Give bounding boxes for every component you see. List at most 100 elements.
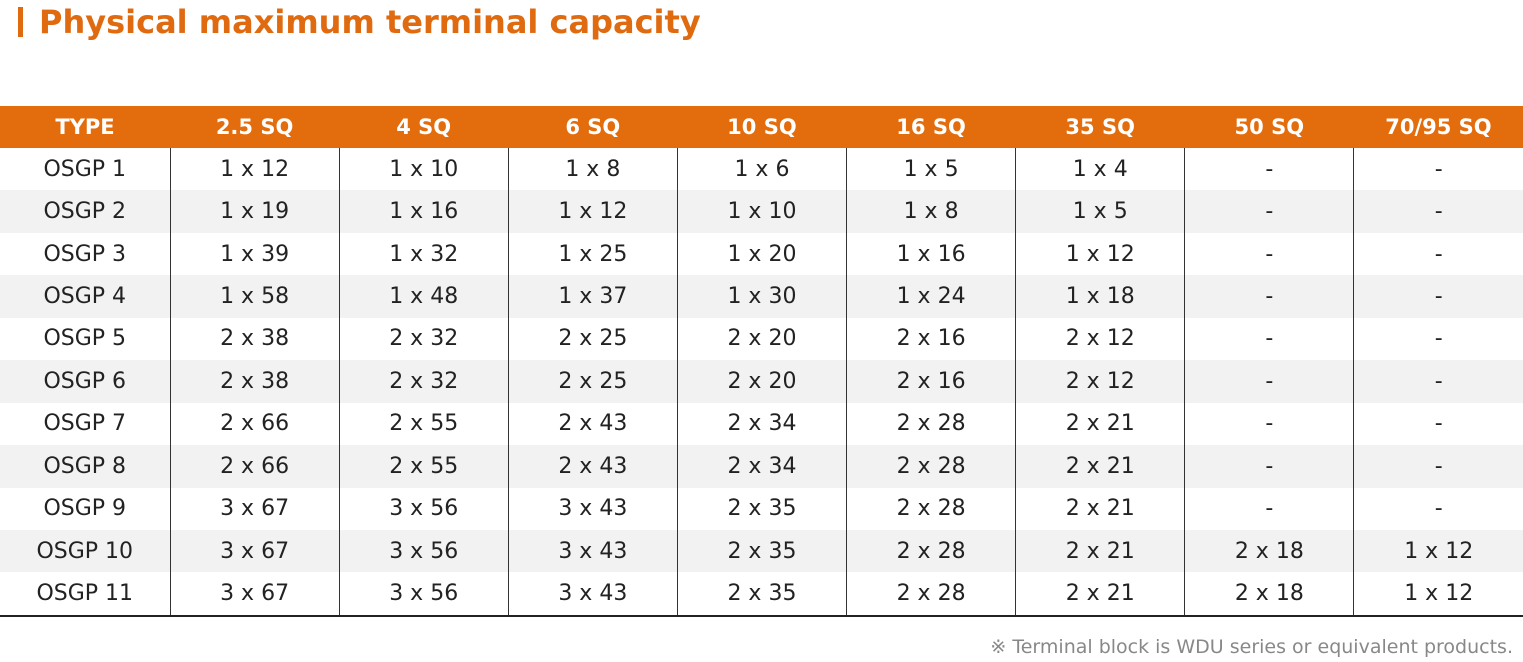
table-cell: 2 x 18 (1184, 529, 1354, 573)
table-cell: 1 x 24 (845, 275, 1016, 318)
table-cell: 2 x 43 (507, 402, 678, 446)
table-cell: 2 x 55 (338, 445, 509, 488)
table-cell: 1 x 16 (845, 232, 1016, 276)
table-cell: 1 x 48 (338, 275, 509, 318)
column-header: 10 SQ (677, 106, 847, 148)
table-cell: 1 x 12 (1353, 529, 1523, 573)
table-row: OSGP 10 3 x 67 3 x 56 3 x 43 2 x 35 2 x 28 2 x… (0, 529, 1523, 573)
row-label: OSGP 10 (0, 529, 170, 573)
table-cell: 1 x 18 (1015, 275, 1185, 318)
column-header: 35 SQ (1015, 106, 1185, 148)
table-cell: 2 x 66 (169, 445, 340, 488)
row-label: OSGP 1 (43, 156, 127, 182)
table-row: OSGP 9 3 x 67 3 x 56 3 x 43 2 x 35 2 x 28 2 x … (0, 487, 1523, 530)
table-cell: 2 x 21 (1015, 487, 1185, 530)
row-label: OSGP 4 (0, 275, 170, 318)
table-cell: - (1353, 148, 1523, 191)
footnote: ※ Terminal block is WDU series or equiva… (990, 636, 1513, 658)
table-cell: 2 x 43 (507, 445, 678, 488)
table-cell: 1 x 19 (169, 190, 340, 233)
table-cell: 1 x 37 (507, 275, 678, 318)
table-cell: - (1353, 190, 1523, 233)
table-cell: 1 x 12 (169, 148, 340, 191)
table-cell: 2 x 32 (338, 317, 509, 361)
table-cell: 2 x 28 (845, 402, 1016, 446)
table-cell: 2 x 28 (845, 529, 1016, 573)
table-row: OSGP 5 2 x 38 2 x 32 2 x 25 2 x 20 2 x 16 2 x … (0, 317, 1523, 361)
table-cell: - (1184, 148, 1354, 191)
table-cell: - (1353, 402, 1523, 446)
row-label: OSGP 5 (43, 326, 127, 352)
table-cell: 1 x 58 (169, 275, 340, 318)
column-header: TYPE (0, 106, 170, 148)
column-header: 50 SQ (1184, 106, 1354, 148)
table-cell: 1 x 25 (507, 232, 678, 276)
table-row: OSGP 3 1 x 39 1 x 32 1 x 25 1 x 20 1 x 16 1 x … (0, 232, 1523, 276)
table-cell: - (1184, 190, 1354, 233)
table-cell: 2 x 20 (676, 317, 847, 361)
table-cell: 1 x 12 (1353, 572, 1523, 617)
table-cell: 2 x 21 (1015, 402, 1185, 446)
table-cell: 3 x 67 (169, 529, 340, 573)
table-cell: 3 x 67 (169, 572, 340, 617)
row-label: OSGP 3 (43, 241, 127, 267)
table-cell: 1 x 12 (507, 190, 678, 233)
table-cell: 2 x 35 (676, 487, 847, 530)
row-label: OSGP 11 (0, 572, 170, 617)
table-cell: 2 x 12 (1015, 317, 1185, 361)
table-cell: 1 x 5 (845, 148, 1016, 191)
table-cell: 3 x 67 (169, 487, 340, 530)
table-cell: - (1353, 445, 1523, 488)
table-cell: 3 x 43 (507, 572, 678, 617)
table-cell: 2 x 34 (676, 445, 847, 488)
title: Physical maximum terminal capacity (39, 3, 701, 41)
table-cell: 2 x 55 (338, 402, 509, 446)
table-cell: 1 x 8 (845, 190, 1016, 233)
header-row: TYPE 2.5 SQ 4 SQ 6 SQ 10 SQ 16 SQ 35 SQ 50 SQ 70… (0, 106, 1523, 148)
row-label: OSGP 6 (0, 360, 170, 403)
table-cell: - (1353, 275, 1523, 318)
table-cell: 3 x 56 (338, 572, 509, 617)
table-cell: 2 x 38 (169, 317, 340, 361)
table-cell: - (1184, 360, 1354, 403)
table-cell: 2 x 12 (1015, 360, 1185, 403)
row-label: OSGP 8 (0, 445, 170, 488)
table-row: OSGP 11 3 x 67 3 x 56 3 x 43 2 x 35 2 x 28 2 x… (0, 572, 1523, 617)
table-cell: 2 x 16 (845, 360, 1016, 403)
table-cell: 1 x 8 (507, 148, 678, 191)
table-cell: 1 x 10 (338, 148, 509, 191)
column-header: 16 SQ (846, 106, 1016, 148)
table-cell: 2 x 38 (169, 360, 340, 403)
table-cell: 2 x 18 (1184, 572, 1354, 617)
table-cell: 2 x 21 (1015, 529, 1185, 573)
table-cell: 2 x 35 (676, 572, 847, 617)
table-cell: 1 x 20 (676, 232, 847, 276)
table-cell: - (1353, 317, 1523, 361)
table-cell: - (1184, 232, 1354, 276)
row-label: OSGP 2 (0, 190, 170, 233)
table-cell: - (1353, 232, 1523, 276)
table-cell: - (1184, 275, 1354, 318)
table-cell: 1 x 30 (676, 275, 847, 318)
table-cell: - (1184, 402, 1354, 446)
column-header: 4 SQ (339, 106, 509, 148)
table-cell: 1 x 39 (169, 232, 340, 276)
table-cell: 2 x 28 (845, 445, 1016, 488)
table-cell: 2 x 25 (507, 317, 678, 361)
table-cell: 2 x 28 (845, 572, 1016, 617)
table-cell: 2 x 25 (507, 360, 678, 403)
row-label: OSGP 7 (43, 411, 127, 437)
row-label: OSGP 9 (43, 496, 127, 522)
table-cell: 3 x 43 (507, 487, 678, 530)
table-cell: - (1353, 360, 1523, 403)
table-cell: 3 x 56 (338, 487, 509, 530)
column-header: 70/95 SQ (1353, 106, 1523, 148)
table-cell: 1 x 16 (338, 190, 509, 233)
